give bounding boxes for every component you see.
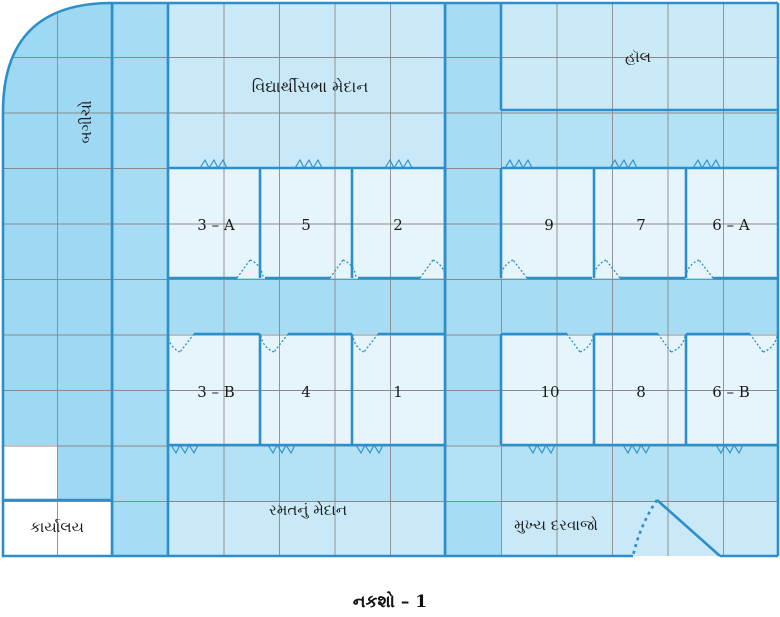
window-mark [609,158,638,170]
room-label-7: 7 [636,216,646,234]
room-label-9: 9 [544,216,554,234]
room-block-bottom-right [501,334,778,445]
office-label: કાર્યાલય [30,518,84,536]
door-5 [329,259,357,279]
room-label-4: 4 [301,383,311,401]
door-6b [749,333,778,353]
door-1 [352,333,379,353]
window-mark [692,158,721,170]
room-walls-top-left [168,166,447,280]
garden-label: બગીચો [77,100,95,143]
room-block-top-right [501,168,778,278]
door-3a [236,259,264,279]
window-mark [170,443,199,455]
windows [170,158,744,455]
main-gate [631,499,721,557]
room-block-top-left [168,168,445,278]
room-walls-bottom-left [166,332,445,447]
office-wall [3,498,114,556]
door-7 [593,259,621,279]
assembly-ground-label: વિદ્યાર્થીસભા મેદાન [252,77,369,96]
door-3b [167,333,195,353]
door-4 [260,333,289,353]
window-mark [294,158,323,170]
room-label-6b: 6 – B [712,383,750,401]
window-mark [527,443,556,455]
room-label-3a: 3 – A [197,216,235,234]
door-10 [566,333,594,353]
room-label-8: 8 [636,383,646,401]
door-9 [500,259,528,279]
school-map: વિદ્યાર્થીસભા મેદાન હૉલ બગીચો રમતનું મેદ… [1,1,780,558]
office-corner [3,445,57,500]
main-gate-label: મુખ્ય દરવાજો [514,516,598,534]
lower-road [168,445,778,501]
room-label-2: 2 [393,216,403,234]
room-block-bottom-left [168,334,445,445]
room-label-1: 1 [393,383,403,401]
room-label-5: 5 [301,216,311,234]
window-mark [622,443,651,455]
map-caption: નકશો – 1 [352,592,428,612]
room-label-6a: 6 – A [712,216,750,234]
door-6a [685,259,714,279]
window-mark [715,443,744,455]
window-mark [199,158,228,170]
room-walls-bottom-right [499,332,778,447]
playground-label: રમતનું મેદાન [269,501,347,519]
room-label-3b: 3 – B [197,383,235,401]
upper-road [501,112,778,168]
gate-swing [631,499,659,557]
door-8 [657,333,686,353]
window-mark [504,158,533,170]
room-walls-top-right [499,166,778,280]
window-mark [267,443,296,455]
walls [1,1,780,558]
room-label-10: 10 [540,383,559,401]
doors [167,259,778,353]
hall-area [501,3,778,110]
middle-road [168,278,778,334]
hall-label: હૉલ [625,48,651,66]
gate-leaf [656,499,721,557]
window-mark [355,443,384,455]
window-mark [384,158,413,170]
door-2 [419,259,446,279]
